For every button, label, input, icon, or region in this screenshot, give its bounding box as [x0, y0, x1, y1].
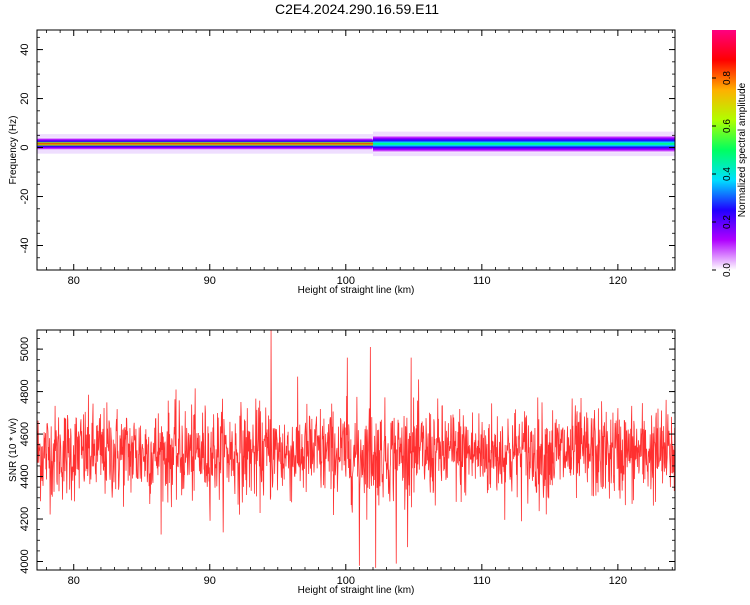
colorbar-ticks: 0.0 0.2 0.4 0.6 0.8 [712, 71, 733, 277]
colorbar-tick-label: 0.6 [722, 119, 733, 133]
colorbar-tick-label: 0.0 [722, 263, 733, 277]
spectrogram-x-tick-label: 110 [473, 275, 491, 287]
snr-y-tick-label: 4200 [19, 507, 31, 531]
snr-y-tick-label: 4400 [19, 464, 31, 488]
spectrogram-y-ticks: -40 -20 0 20 40 [19, 36, 675, 271]
spectrogram-x-tick-label: 100 [337, 275, 355, 287]
snr-y-axis-label: SNR (10 * v/v) [8, 418, 19, 482]
snr-x-tick-label: 110 [473, 575, 491, 587]
spectrogram-x-tick-label: 90 [204, 275, 216, 287]
snr-frame [36, 329, 676, 571]
snr-y-tick-label: 4800 [19, 379, 31, 403]
snr-x-tick-label: 90 [204, 575, 216, 587]
spectrogram-band [37, 131, 675, 157]
spectrogram-band-segment [37, 137, 374, 150]
spectrogram-band-segment [373, 135, 675, 153]
figure-title: C2E4.2024.290.16.59.E11 [275, 1, 439, 17]
snr-y-tick-label: 5000 [19, 337, 31, 361]
spectrogram-y-tick-label: -20 [19, 189, 31, 205]
spectrogram-frame [36, 29, 676, 271]
spectrogram-y-axis-label: Frequency (Hz) [8, 116, 19, 185]
spectrogram-y-tick-label: -40 [19, 238, 31, 254]
spectrogram-x-tick-label: 80 [68, 275, 80, 287]
spectrogram-y-tick-label: 20 [19, 92, 31, 104]
spectrogram-x-axis-label: Height of straight line (km) [298, 285, 415, 296]
snr-series-line [37, 330, 675, 568]
snr-panel: 80 90 100 110 120 4000 4200 4400 4600 4800 5000 H… [8, 329, 676, 596]
spectrogram-panel: 80 90 100 110 120 -40 -20 0 20 40 Height of stra… [8, 29, 676, 296]
snr-x-tick-label: 120 [609, 575, 627, 587]
snr-x-ticks: 80 90 100 110 120 [46, 330, 673, 587]
snr-x-tick-label: 100 [337, 575, 355, 587]
snr-y-ticks: 4000 4200 4400 4600 4800 5000 [19, 337, 675, 574]
spectrogram-x-ticks: 80 90 100 110 120 [46, 30, 673, 287]
snr-y-tick-label: 4000 [19, 549, 31, 573]
snr-y-tick-label: 4600 [19, 422, 31, 446]
colorbar-tick-label: 0.2 [722, 215, 733, 229]
colorbar-label: Normalized spectral amplitude [737, 82, 748, 217]
spectrogram-y-tick-label: 0 [19, 144, 31, 150]
snr-x-axis-label: Height of straight line (km) [298, 585, 415, 596]
colorbar-tick-label: 0.4 [722, 167, 733, 181]
colorbar-tick-label: 0.8 [722, 71, 733, 85]
colorbar-gradient [712, 30, 736, 270]
colorbar: 0.0 0.2 0.4 0.6 0.8 Normalized spectral ampl… [712, 30, 748, 277]
spectrogram-y-tick-label: 40 [19, 43, 31, 55]
spectrogram-x-tick-label: 120 [609, 275, 627, 287]
snr-x-tick-label: 80 [68, 575, 80, 587]
